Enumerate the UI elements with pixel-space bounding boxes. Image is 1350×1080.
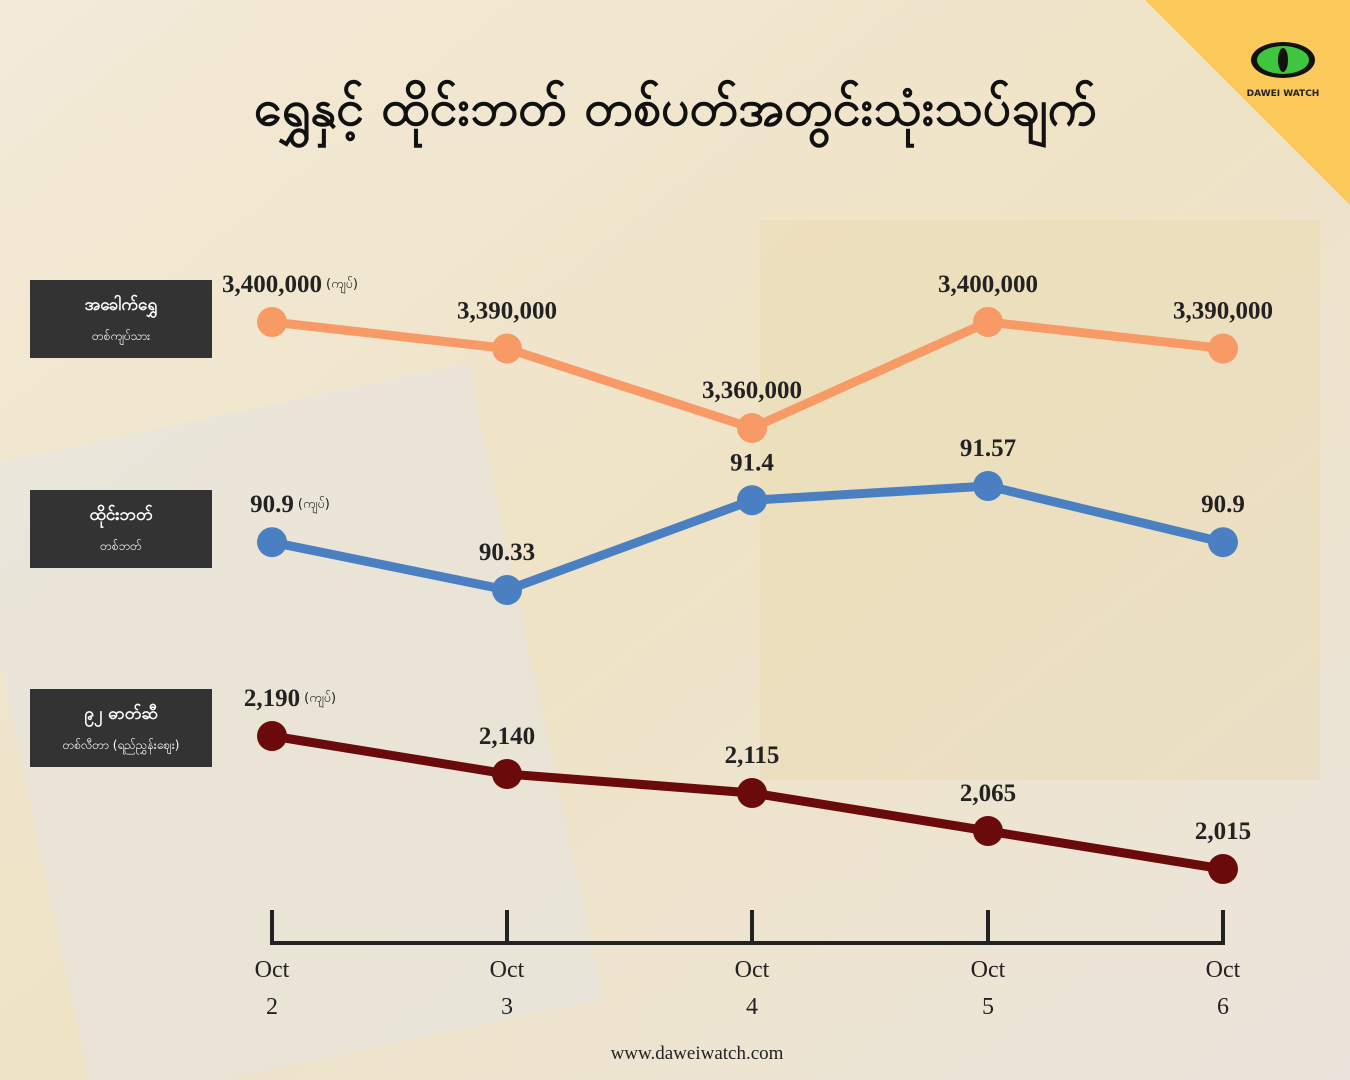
data-point bbox=[973, 307, 1003, 337]
data-label: 2,140 bbox=[479, 723, 535, 750]
data-point bbox=[737, 413, 767, 443]
logo-pupil bbox=[1278, 48, 1288, 72]
legend-label: အခေါက်ရွှေ bbox=[85, 293, 158, 319]
x-tick-label-box: Oct 3 bbox=[489, 957, 525, 1020]
data-label: 91.4 bbox=[730, 449, 774, 476]
series-label-box bbox=[30, 490, 212, 568]
data-label: 90.9 bbox=[1201, 491, 1245, 518]
data-point bbox=[1208, 854, 1238, 884]
logo-text: DAWEI WATCH bbox=[1247, 89, 1320, 99]
series-label-box bbox=[30, 689, 212, 767]
data-label: 3,390,000 bbox=[457, 298, 557, 325]
unit-label: (ကျပ်) bbox=[304, 690, 336, 708]
data-point bbox=[973, 816, 1003, 846]
data-label: 3,360,000 bbox=[702, 377, 802, 404]
x-tick-label-box: Oct 4 bbox=[734, 957, 770, 1020]
data-point bbox=[257, 307, 287, 337]
footer: www.daweiwatch.com bbox=[611, 1043, 784, 1064]
x-tick-label: Oct 5 bbox=[970, 957, 1006, 1020]
data-label: 90.9 bbox=[250, 491, 294, 518]
series-label-box bbox=[30, 280, 212, 358]
data-label: 90.33 bbox=[479, 539, 535, 566]
legend-sublabel: တစ်ဘတ် bbox=[100, 538, 142, 553]
data-label: 3,400,000 bbox=[222, 271, 322, 298]
data-point bbox=[737, 485, 767, 516]
x-tick-label-box: Oct 6 bbox=[1205, 957, 1241, 1020]
data-label: 2,115 bbox=[725, 742, 780, 769]
data-point bbox=[737, 778, 767, 808]
data-point bbox=[1208, 333, 1238, 364]
data-point bbox=[257, 721, 287, 751]
x-tick-label-box: Oct 5 bbox=[970, 957, 1006, 1020]
data-label: 2,015 bbox=[1195, 818, 1251, 845]
x-tick-label: Oct 4 bbox=[734, 957, 770, 1020]
x-tick-label: Oct 3 bbox=[489, 957, 525, 1020]
data-label: 3,390,000 bbox=[1173, 298, 1273, 325]
legend-label: ထိုင်းဘတ် bbox=[89, 504, 153, 529]
data-label: 2,065 bbox=[960, 780, 1016, 807]
data-label: 2,190 bbox=[244, 685, 300, 712]
legend-sublabel: တစ်ကျပ်သား bbox=[92, 328, 150, 346]
data-point bbox=[257, 527, 287, 558]
data-point bbox=[492, 759, 522, 789]
legend-label: ၉၂ ဓာတ်ဆီ bbox=[84, 703, 158, 728]
x-tick-label: Oct 6 bbox=[1205, 957, 1241, 1020]
unit-label: (ကျပ်) bbox=[326, 276, 358, 294]
data-point bbox=[1208, 527, 1238, 558]
unit-label: (ကျပ်) bbox=[298, 496, 330, 514]
data-label: 3,400,000 bbox=[938, 271, 1038, 298]
data-label: 91.57 bbox=[960, 435, 1016, 462]
data-point bbox=[973, 471, 1003, 501]
legend-sublabel: တစ်လီတာ (ရည်ညွှန်းဈေး) bbox=[63, 737, 180, 755]
data-point bbox=[492, 333, 522, 364]
data-point bbox=[492, 575, 522, 605]
x-tick-label: Oct 2 bbox=[254, 957, 290, 1020]
x-tick-label-box: Oct 2 bbox=[254, 957, 290, 1020]
